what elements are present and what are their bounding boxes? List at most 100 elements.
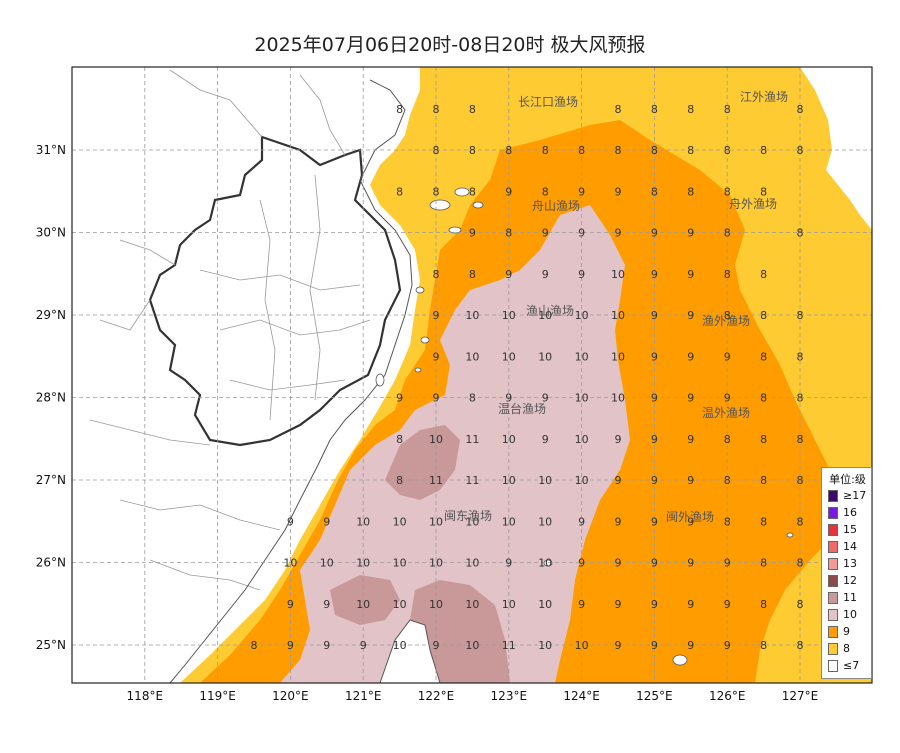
longitude-tick-label: 124°E (563, 689, 600, 703)
wind-level-value: 10 (611, 350, 625, 363)
wind-level-value: 10 (538, 557, 552, 570)
wind-level-value: 10 (502, 350, 516, 363)
legend-label: 13 (843, 557, 857, 570)
wind-level-value: 10 (393, 639, 407, 652)
wind-level-value: 8 (651, 185, 658, 198)
latitude-tick-label: 26°N (36, 556, 66, 570)
longitude-tick-label: 125°E (636, 689, 673, 703)
islands (375, 187, 794, 666)
wind-level-value: 8 (760, 639, 767, 652)
latitude-tick-label: 28°N (36, 391, 66, 405)
wind-level-value: 8 (760, 557, 767, 570)
wind-zone-11-a (385, 425, 460, 500)
wind-level-value: 8 (724, 515, 731, 528)
wind-level-value: 10 (575, 350, 589, 363)
wind-level-value: 9 (724, 557, 731, 570)
wind-level-value: 9 (615, 227, 622, 240)
latitude-tick-label: 30°N (36, 226, 66, 240)
wind-level-value: 9 (615, 639, 622, 652)
wind-level-value: 10 (465, 598, 479, 611)
wind-level-value: 10 (320, 557, 334, 570)
latitude-tick-label: 29°N (36, 308, 66, 322)
wind-level-value: 8 (760, 350, 767, 363)
wind-level-value: 10 (502, 309, 516, 322)
wind-level-value: 8 (724, 268, 731, 281)
legend-swatch (828, 558, 838, 570)
wind-level-value: 8 (760, 474, 767, 487)
legend-swatch (828, 626, 838, 638)
legend-item: 16 (828, 504, 872, 521)
legend-swatch (828, 490, 838, 502)
fishing-zone-label: 闽外渔场 (666, 510, 714, 524)
wind-level-value: 10 (356, 598, 370, 611)
wind-level-value: 9 (724, 639, 731, 652)
wind-level-value: 8 (724, 144, 731, 157)
legend-label: 15 (843, 523, 857, 536)
longitude-tick-label: 126°E (709, 689, 746, 703)
wind-level-value: 9 (615, 557, 622, 570)
legend-label: 9 (843, 625, 850, 638)
wind-level-value: 9 (542, 268, 549, 281)
wind-level-value: 8 (797, 433, 804, 446)
wind-level-value: 9 (287, 515, 294, 528)
fishing-zone-label: 渔山渔场 (526, 304, 574, 318)
wind-level-value: 10 (575, 433, 589, 446)
legend-item: 11 (828, 589, 872, 606)
wind-level-value: 9 (651, 392, 658, 405)
wind-level-value: 8 (615, 103, 622, 116)
wind-level-value: 9 (687, 598, 694, 611)
wind-level-value: 9 (651, 309, 658, 322)
wind-level-value: 8 (687, 103, 694, 116)
wind-level-value: 8 (760, 433, 767, 446)
legend-item: 10 (828, 606, 872, 623)
wind-level-value: 8 (396, 433, 403, 446)
wind-zone-11-b (410, 580, 510, 683)
longitude-tick-label: 122°E (418, 689, 455, 703)
legend-swatch (828, 507, 838, 519)
wind-level-value: 11 (429, 474, 443, 487)
fishing-zone-label: 江外渔场 (740, 90, 788, 104)
wind-level-value: 8 (542, 144, 549, 157)
legend-item: ≤7 (828, 657, 872, 674)
wind-level-values: 8 8 8 8 8 8 8 8 8 8 8 8 8 8 8 8 8 8 8 8 8 8 9 8 9 9 8 8 8 8 9 8 9 9 9 9 9 8 8 8… (251, 103, 804, 652)
wind-level-value: 10 (429, 433, 443, 446)
wind-level-value: 8 (505, 144, 512, 157)
wind-level-value: 9 (615, 433, 622, 446)
wind-level-value: 9 (651, 639, 658, 652)
wind-level-value: 9 (323, 515, 330, 528)
wind-level-value: 11 (465, 433, 479, 446)
wind-level-value: 8 (615, 144, 622, 157)
wind-level-value: 8 (797, 392, 804, 405)
wind-level-value: 8 (687, 185, 694, 198)
wind-level-value: 8 (760, 309, 767, 322)
fishing-zone-label: 渔外渔场 (702, 314, 750, 328)
wind-level-value: 8 (469, 268, 476, 281)
wind-level-value: 8 (687, 144, 694, 157)
legend-label: ≤7 (843, 659, 860, 672)
wind-level-value: 9 (433, 309, 440, 322)
wind-level-value: 9 (687, 309, 694, 322)
wind-level-value: 8 (396, 103, 403, 116)
wind-level-value: 10 (502, 433, 516, 446)
wind-level-value: 9 (542, 227, 549, 240)
wind-level-value: 10 (611, 268, 625, 281)
wind-level-value: 8 (578, 144, 585, 157)
legend-label: 11 (843, 591, 857, 604)
legend-label: 14 (843, 540, 857, 553)
wind-level-value: 9 (505, 557, 512, 570)
wind-level-value: 8 (433, 268, 440, 281)
wind-level-value: 10 (356, 557, 370, 570)
wind-level-value: 10 (538, 309, 552, 322)
wind-level-value: 10 (502, 598, 516, 611)
wind-level-value: 9 (287, 598, 294, 611)
wind-level-value: 9 (687, 268, 694, 281)
wind-level-value: 8 (542, 185, 549, 198)
wind-level-value: 8 (433, 103, 440, 116)
fishing-zone-label: 舟外渔场 (729, 197, 777, 211)
legend-item: 15 (828, 521, 872, 538)
wind-level-value: 8 (433, 185, 440, 198)
wind-level-value: 10 (465, 515, 479, 528)
longitude-tick-label: 123°E (491, 689, 528, 703)
county-boundaries (89, 69, 371, 591)
wind-level-value: 8 (469, 103, 476, 116)
